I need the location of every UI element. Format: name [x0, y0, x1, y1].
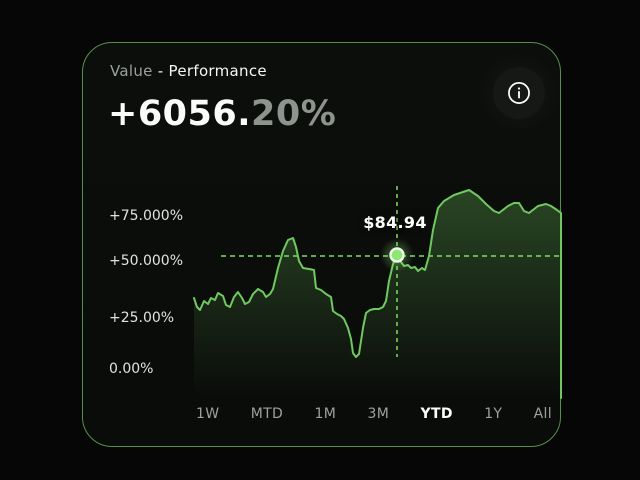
value-tooltip: $84.94 [363, 213, 427, 232]
tab-all[interactable]: All [533, 406, 552, 422]
chart-marker[interactable] [389, 247, 405, 263]
performance-value-decimals: 20% [251, 94, 337, 134]
tab-1w[interactable]: 1W [196, 406, 220, 422]
y-axis-label-50: +50.000% [109, 253, 184, 269]
y-axis-label-0: 0.00% [109, 361, 154, 377]
performance-value-main: +6056. [108, 94, 252, 134]
y-axis-label-75: +75.000% [109, 208, 184, 224]
range-tabs: 1W MTD 1M 3M YTD 1Y All [196, 403, 552, 425]
performance-chart[interactable] [186, 181, 566, 401]
info-button[interactable] [493, 67, 545, 119]
area-fill [194, 190, 561, 398]
chart-line [193, 189, 562, 399]
y-axis-label-25: +25.00% [109, 310, 175, 326]
tab-1m[interactable]: 1M [314, 406, 337, 422]
performance-card: Value - Performance +6056.20% +75.000% +… [82, 42, 562, 447]
tab-3m[interactable]: 3M [367, 406, 390, 422]
tab-ytd[interactable]: YTD [420, 406, 453, 422]
performance-value: +6056.20% [108, 94, 336, 134]
tab-1y[interactable]: 1Y [484, 406, 503, 422]
card-title-metric: Value [110, 62, 153, 80]
card-title-mode: - Performance [157, 62, 267, 80]
info-icon [508, 82, 530, 104]
tab-mtd[interactable]: MTD [250, 406, 284, 422]
card-title: Value - Performance [110, 62, 267, 80]
